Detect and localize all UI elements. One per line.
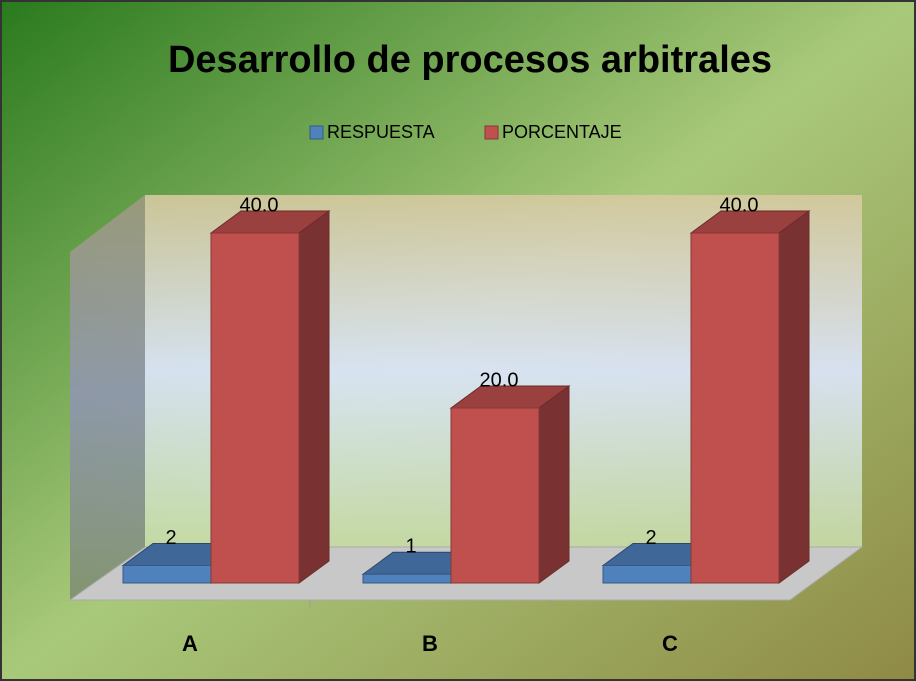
- bar-front: [602, 565, 692, 584]
- bar-front: [210, 232, 300, 584]
- legend-swatch: [309, 125, 324, 140]
- bar: [689, 210, 811, 584]
- data-label: 40.0: [720, 194, 759, 216]
- side-wall: [70, 195, 145, 600]
- chart-title: Desarrollo de procesos arbitrales: [168, 39, 772, 81]
- bar-front: [690, 232, 780, 584]
- data-label: 40.0: [240, 194, 279, 216]
- x-tick-label: B: [422, 631, 438, 656]
- plot: A 2 40.0 B 1 20.0 C 2 40.0: [121, 194, 811, 656]
- bar-side: [778, 210, 810, 584]
- legend-swatch: [484, 125, 499, 140]
- data-label: 20.0: [480, 369, 519, 391]
- x-tick-label: A: [182, 631, 198, 656]
- legend: RESPUESTA PORCENTAJE: [309, 122, 622, 142]
- bar-side: [298, 210, 330, 584]
- bar-front: [122, 565, 212, 584]
- data-label: 2: [165, 527, 176, 549]
- bar: [209, 210, 331, 584]
- bar-front: [362, 573, 452, 584]
- legend-label: RESPUESTA: [327, 122, 435, 142]
- data-label: 1: [405, 536, 416, 558]
- bar: [449, 385, 571, 584]
- legend-label: PORCENTAJE: [502, 122, 622, 142]
- bar-side: [538, 385, 570, 584]
- x-tick-label: C: [662, 631, 678, 656]
- bar-front: [450, 407, 540, 584]
- data-label: 2: [645, 527, 656, 549]
